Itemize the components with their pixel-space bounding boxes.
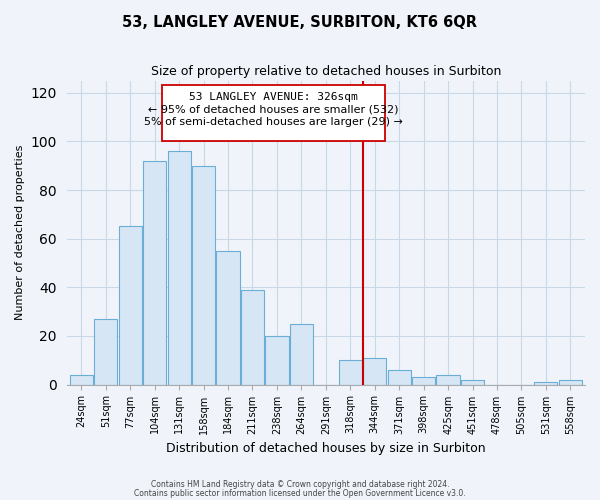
Bar bbox=[167, 151, 191, 384]
Text: Contains HM Land Registry data © Crown copyright and database right 2024.: Contains HM Land Registry data © Crown c… bbox=[151, 480, 449, 489]
Bar bbox=[192, 166, 215, 384]
Bar bbox=[143, 161, 166, 384]
Text: 53, LANGLEY AVENUE, SURBITON, KT6 6QR: 53, LANGLEY AVENUE, SURBITON, KT6 6QR bbox=[122, 15, 478, 30]
Y-axis label: Number of detached properties: Number of detached properties bbox=[15, 145, 25, 320]
X-axis label: Distribution of detached houses by size in Surbiton: Distribution of detached houses by size … bbox=[166, 442, 485, 455]
Bar bbox=[559, 380, 582, 384]
Bar bbox=[388, 370, 411, 384]
Bar bbox=[265, 336, 289, 384]
Bar bbox=[241, 290, 264, 384]
FancyBboxPatch shape bbox=[162, 86, 385, 141]
Bar bbox=[412, 378, 435, 384]
Bar bbox=[338, 360, 362, 384]
Bar bbox=[290, 324, 313, 384]
Text: 5% of semi-detached houses are larger (29) →: 5% of semi-detached houses are larger (2… bbox=[144, 117, 403, 127]
Text: 53 LANGLEY AVENUE: 326sqm: 53 LANGLEY AVENUE: 326sqm bbox=[189, 92, 358, 102]
Bar bbox=[363, 358, 386, 384]
Text: ← 95% of detached houses are smaller (532): ← 95% of detached houses are smaller (53… bbox=[148, 105, 398, 115]
Bar bbox=[436, 375, 460, 384]
Bar bbox=[461, 380, 484, 384]
Title: Size of property relative to detached houses in Surbiton: Size of property relative to detached ho… bbox=[151, 65, 501, 78]
Bar bbox=[217, 251, 239, 384]
Bar bbox=[534, 382, 557, 384]
Bar bbox=[94, 319, 118, 384]
Text: Contains public sector information licensed under the Open Government Licence v3: Contains public sector information licen… bbox=[134, 488, 466, 498]
Bar bbox=[119, 226, 142, 384]
Bar bbox=[70, 375, 93, 384]
